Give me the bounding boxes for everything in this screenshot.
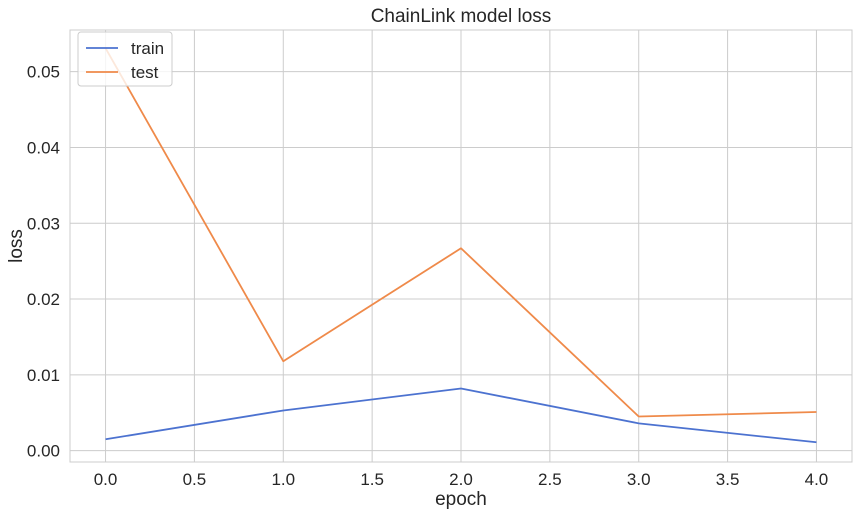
legend-label-test: test (131, 63, 159, 82)
y-tick-label: 0.05 (27, 63, 60, 82)
legend-label-train: train (131, 39, 164, 58)
x-tick-label: 3.5 (716, 470, 740, 489)
x-tick-label: 0.5 (183, 470, 207, 489)
legend: train test (77, 31, 173, 87)
series-layer (104, 47, 817, 444)
x-tick-label: 1.5 (360, 470, 384, 489)
x-tick-label: 1.0 (271, 470, 295, 489)
series-line-train (105, 387, 817, 444)
y-axis-label: loss (6, 229, 27, 263)
series-line-test (104, 47, 817, 418)
x-tick-label: 2.0 (449, 470, 473, 489)
y-tick-labels: 0.00 0.01 0.02 0.03 0.04 0.05 (27, 63, 60, 461)
x-tick-label: 4.0 (805, 470, 829, 489)
y-tick-label: 0.04 (27, 138, 60, 157)
x-tick-label: 0.0 (94, 470, 118, 489)
y-tick-label: 0.00 (27, 442, 60, 461)
x-tick-label: 3.0 (627, 470, 651, 489)
plot-frame (69, 29, 853, 463)
x-tick-label: 2.5 (538, 470, 562, 489)
y-tick-label: 0.03 (27, 214, 60, 233)
x-axis-label: epoch (435, 489, 487, 510)
y-tick-label: 0.02 (27, 290, 60, 309)
chart-title: ChainLink model loss (371, 6, 552, 27)
y-tick-label: 0.01 (27, 366, 60, 385)
x-tick-labels: 0.0 0.5 1.0 1.5 2.0 2.5 3.0 3.5 4.0 (94, 470, 829, 489)
grid (70, 30, 852, 462)
